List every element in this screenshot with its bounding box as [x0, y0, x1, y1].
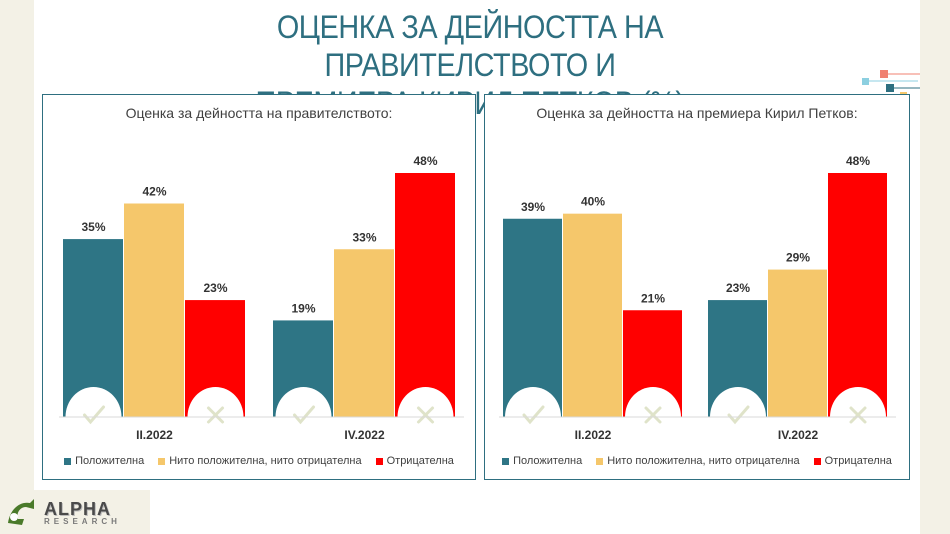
bar-base-arch [397, 387, 454, 417]
data-label: 19% [291, 301, 315, 315]
legend-item: Отрицателна [813, 455, 892, 467]
data-label: 48% [846, 154, 870, 168]
bar [563, 213, 622, 417]
data-label: 33% [352, 230, 376, 244]
data-label: 23% [726, 281, 750, 295]
bar [395, 173, 455, 417]
logo-sub: RESEARCH [44, 516, 121, 526]
bar-base-arch [65, 387, 122, 417]
category-label: II.2022 [136, 428, 173, 442]
legend-swatch-negative [813, 457, 821, 465]
left-decor-strip [0, 0, 34, 534]
data-label: 48% [413, 154, 437, 168]
legend-item: Положителна [502, 455, 582, 467]
category-label: IV.2022 [344, 428, 385, 442]
premier-bar-chart: 39% 40% 21% II.2022 23% 29% 48% IV.2022 [499, 154, 896, 442]
legend-swatch-neutral [158, 457, 166, 465]
bar-base-arch [505, 387, 561, 417]
bar-base-arch [187, 387, 244, 417]
bar [768, 269, 827, 417]
legend-item: Положителна [64, 455, 144, 467]
data-label: 23% [203, 281, 227, 295]
legend-item: Нито положителна, нито отрицателна [158, 455, 362, 467]
bar-base-arch [625, 387, 681, 417]
bar [503, 218, 562, 417]
cross-icon [207, 406, 224, 424]
legend-item: Отрицателна [375, 455, 454, 467]
logo-name: ALPHA [44, 498, 111, 519]
data-label: 29% [786, 251, 810, 265]
alpha-research-logo: ALPHA RESEARCH [0, 490, 150, 534]
cross-icon [417, 406, 434, 424]
data-label: 39% [521, 200, 545, 214]
data-label: 21% [641, 291, 665, 305]
chart-title: Оценка за дейността на премиера Кирил Пе… [536, 105, 858, 121]
data-label: 40% [581, 195, 605, 209]
bar [124, 203, 184, 417]
legend-swatch-positive [64, 457, 72, 465]
bar [334, 249, 394, 417]
legend-label: Положителна [513, 455, 583, 467]
legend-swatch-negative [375, 457, 383, 465]
data-label: 42% [142, 185, 166, 199]
data-label: 35% [81, 220, 105, 234]
right-decor-strip [920, 0, 950, 534]
chart-legend: Положителна Нито положителна, нито отрица… [485, 455, 909, 467]
legend-swatch-neutral [596, 457, 604, 465]
government-bar-chart: 35% 42% 23% II.2022 19% 33% 48% IV.2022 [59, 154, 464, 442]
legend-label: Положителна [75, 455, 145, 467]
alpha-logo-icon [8, 499, 34, 525]
legend-item: Нито положителна, нито отрицателна [596, 455, 800, 467]
category-label: IV.2022 [778, 428, 819, 442]
bar-base-arch [830, 387, 886, 417]
premier-chart-panel: Оценка за дейността на премиера Кирил Пе… [484, 94, 910, 480]
legend-label: Нито положителна, нито отрицателна [607, 455, 800, 467]
cross-icon [849, 406, 867, 424]
government-chart-panel: Оценка за дейността на правителството: 3… [42, 94, 476, 480]
bar-base-arch [275, 387, 332, 417]
cross-icon [644, 406, 662, 424]
legend-label: Отрицателна [386, 455, 454, 467]
bar [828, 173, 887, 417]
legend-swatch-positive [502, 457, 510, 465]
bar-base-arch [710, 387, 766, 417]
legend-label: Нито положителна, нито отрицателна [169, 455, 362, 467]
page-title-line1: ОЦЕНКА ЗА ДЕЙНОСТТА НА ПРАВИТЕЛСТВОТО И [276, 9, 664, 83]
chart-title: Оценка за дейността на правителството: [125, 105, 393, 121]
category-label: II.2022 [575, 428, 612, 442]
legend-label: Отрицателна [824, 455, 892, 467]
chart-legend: Положителна Нито положителна, нито отрица… [43, 455, 475, 467]
